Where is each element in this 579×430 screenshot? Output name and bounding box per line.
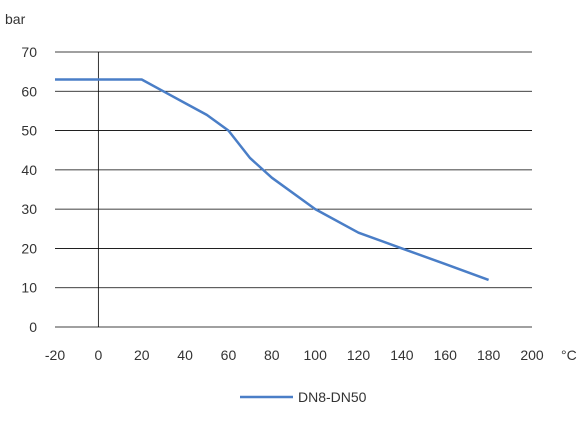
grid (55, 51, 532, 289)
x-tick-label: 40 (177, 347, 193, 363)
x-tick-label: 160 (434, 347, 458, 363)
y-tick-label: 60 (21, 83, 37, 99)
x-tick-label: 100 (304, 347, 328, 363)
y-tick-label: 10 (21, 280, 37, 296)
x-tick-label: 180 (477, 347, 501, 363)
y-tick-label: 30 (21, 201, 37, 217)
y-tick-label: 40 (21, 162, 37, 178)
x-tick-label: 60 (221, 347, 237, 363)
y-tick-label: 0 (29, 319, 37, 335)
y-tick-label: 50 (21, 123, 37, 139)
x-tick-label: 200 (520, 347, 544, 363)
axes (55, 52, 532, 328)
x-tick-label: 120 (347, 347, 371, 363)
x-tick-label: 20 (134, 347, 150, 363)
x-tick-label: 80 (264, 347, 280, 363)
legend-entry: DN8-DN50 (298, 389, 367, 405)
x-axis-label: °C (561, 347, 577, 363)
y-tick-label: 70 (21, 44, 37, 60)
series-line-0 (55, 78, 490, 282)
x-tick-label: 140 (390, 347, 414, 363)
series-lines (55, 78, 490, 282)
y-tick-label: 20 (21, 240, 37, 256)
x-tick-label: -20 (45, 347, 65, 363)
x-tick-label: 0 (94, 347, 102, 363)
x-tick-labels: -20 0 20 40 60 80 100 120 140 160 180 200 (45, 347, 544, 363)
legend: DN8-DN50 (240, 389, 367, 405)
y-axis-label: bar (5, 11, 26, 27)
y-tick-labels: 0 10 20 30 40 50 60 70 (21, 44, 37, 335)
